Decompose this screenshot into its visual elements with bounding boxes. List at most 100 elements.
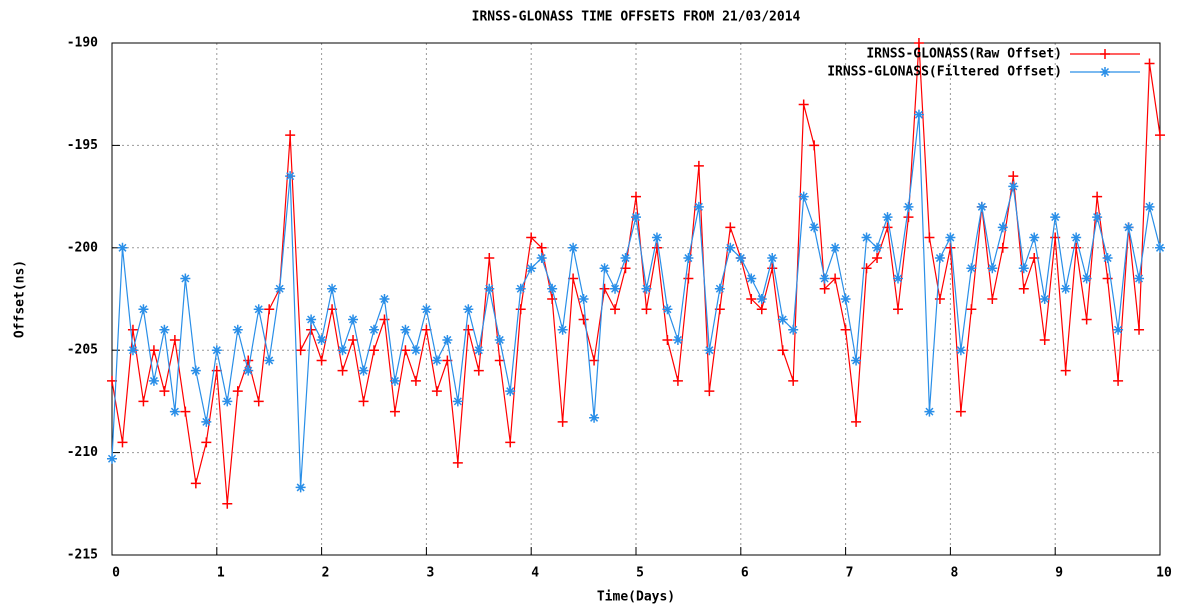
data-point [316,334,327,345]
data-point [809,222,820,233]
data-point [651,242,662,253]
data-point [431,355,442,366]
data-point [945,232,956,243]
data-point [243,355,254,366]
legend-label: IRNSS-GLONASS(Filtered Offset) [827,65,1062,80]
data-point [526,263,537,274]
data-point [1134,324,1145,335]
data-point [159,386,170,397]
data-point [599,263,610,274]
data-point [589,355,600,366]
data-point [264,355,275,366]
data-point [767,253,778,264]
data-point [547,294,558,304]
data-point [1008,171,1019,182]
x-tick-label: 0 [112,566,120,581]
data-point [1144,58,1155,69]
data-point [452,396,463,407]
data-point [337,345,348,356]
data-point [1123,222,1134,233]
data-point [327,283,338,294]
data-point [997,242,1008,253]
data-point [117,437,128,448]
data-point [662,304,673,315]
data-point [400,324,411,335]
data-point [987,263,998,274]
y-tick-label: -190 [67,36,98,51]
data-point [505,437,516,448]
data-point [568,242,579,253]
data-point [672,375,683,386]
data-point [809,140,820,151]
data-point [369,345,379,356]
data-point [1102,253,1113,264]
data-point [589,412,600,423]
data-point [735,253,746,264]
data-point [913,38,924,48]
data-point [222,396,233,407]
data-point [253,396,264,407]
data-point [1155,242,1165,253]
data-point [348,314,359,325]
data-point [463,304,474,315]
data-point [306,314,317,325]
data-point [767,263,778,274]
data-point [484,253,495,264]
chart-title: IRNSS-GLONASS TIME OFFSETS FROM 21/03/20… [472,10,801,25]
data-point [505,386,516,397]
data-point [903,201,914,212]
data-point [693,160,704,171]
data-point [851,416,862,427]
data-point [976,201,987,212]
data-point [851,355,862,366]
data-point [683,273,694,284]
data-point [557,416,568,427]
data-point [473,345,484,356]
y-tick-label: -200 [67,240,98,255]
data-point [861,232,872,243]
data-point [358,396,369,407]
data-point [819,273,830,284]
legend-marker [1100,67,1110,77]
data-point [138,304,149,315]
data-point [348,334,359,345]
data-point [1081,314,1092,325]
y-tick-label: -195 [67,138,98,153]
data-point [515,283,526,294]
data-point [672,334,683,345]
data-point [201,416,212,427]
data-point [934,253,945,264]
data-point [473,365,484,376]
x-tick-label: 2 [322,566,330,581]
data-point [1113,324,1124,335]
data-point [410,345,421,356]
data-point [494,334,505,345]
x-tick-label: 8 [950,566,958,581]
x-tick-label: 10 [1156,566,1172,581]
data-point [631,212,641,223]
data-point [463,324,474,335]
data-point [159,324,170,335]
data-point [536,242,547,253]
data-point [515,304,526,315]
data-point [714,283,725,294]
data-point [840,324,851,335]
data-point [830,242,841,253]
data-point [1113,375,1124,386]
legend-marker [1100,49,1110,59]
data-point [683,253,694,264]
data-point [547,283,558,294]
data-point [1134,273,1145,284]
data-point [253,304,264,315]
data-point [830,273,841,284]
data-point [526,232,537,243]
data-point [169,406,180,417]
data-point [148,345,159,356]
data-point [379,314,390,325]
data-point [861,263,872,274]
y-tick-label: -205 [67,343,98,358]
series-line [111,114,1161,488]
data-point [127,324,138,335]
data-point [1008,181,1019,192]
